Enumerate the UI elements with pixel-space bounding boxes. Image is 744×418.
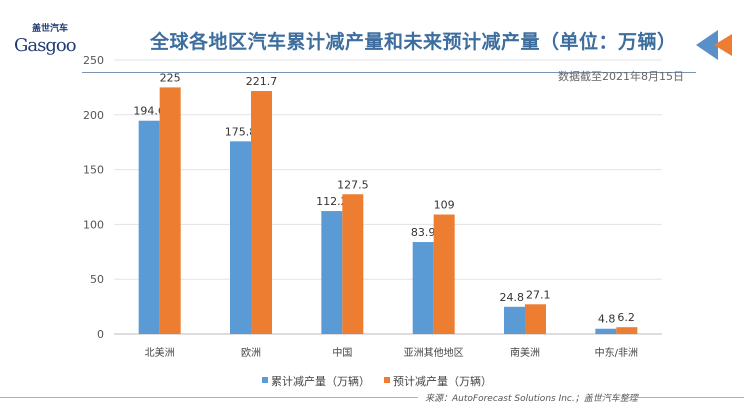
data-label: 24.8 bbox=[500, 291, 525, 304]
bar bbox=[504, 306, 525, 334]
bar bbox=[138, 120, 160, 334]
data-label: 175.8 bbox=[225, 125, 257, 138]
data-label: 225 bbox=[160, 71, 181, 84]
y-tick-label: 50 bbox=[90, 273, 104, 286]
data-label: 112.2 bbox=[316, 195, 348, 208]
bar bbox=[525, 304, 546, 334]
gasgoo-logo: 盖世汽车 Gasgoo bbox=[12, 24, 84, 68]
footer-line bbox=[623, 397, 744, 398]
arrow-icon bbox=[696, 30, 732, 60]
legend-item-cumulative: 累计减产量（万辆） bbox=[262, 373, 370, 389]
x-tick-label: 欧洲 bbox=[241, 347, 261, 359]
chart-title: 全球各地区汽车累计减产量和未来预计减产量（单位：万辆） bbox=[150, 31, 677, 53]
title-divider bbox=[82, 72, 696, 73]
y-tick-label: 200 bbox=[83, 109, 104, 122]
data-label: 221.7 bbox=[246, 75, 278, 88]
bar bbox=[251, 91, 272, 334]
source-note: 来源：AutoForecast Solutions Inc.；盖世汽车整理 bbox=[425, 394, 638, 404]
bar bbox=[342, 194, 364, 334]
logo-cn: 盖世汽车 bbox=[32, 24, 69, 34]
bar bbox=[433, 214, 455, 334]
y-tick-label: 100 bbox=[83, 218, 104, 231]
data-label: 109 bbox=[434, 199, 455, 212]
x-tick-label: 亚洲其他地区 bbox=[404, 346, 464, 359]
data-label: 127.5 bbox=[337, 178, 369, 191]
data-label: 194.6 bbox=[133, 105, 165, 118]
data-label: 4.8 bbox=[598, 313, 616, 326]
data-label: 6.2 bbox=[617, 311, 635, 324]
legend-item-forecast: 预计减产量（万辆） bbox=[384, 373, 492, 389]
footer-line bbox=[0, 397, 418, 398]
data-label: 83.9 bbox=[411, 226, 436, 239]
bar bbox=[159, 87, 181, 335]
bar bbox=[595, 328, 617, 334]
bar bbox=[321, 211, 343, 334]
bar bbox=[412, 242, 434, 334]
y-tick-label: 0 bbox=[97, 328, 104, 341]
x-tick-label: 南美洲 bbox=[510, 346, 540, 359]
x-tick-label: 中东/非洲 bbox=[595, 346, 638, 359]
y-tick-label: 150 bbox=[83, 164, 104, 177]
legend: 累计减产量（万辆） 预计减产量（万辆） bbox=[262, 373, 492, 389]
y-tick-label: 250 bbox=[83, 54, 104, 67]
bar bbox=[230, 141, 251, 334]
logo-en: Gasgoo bbox=[14, 35, 77, 56]
data-label: 27.1 bbox=[526, 288, 551, 301]
x-tick-label: 中国 bbox=[332, 346, 352, 359]
bar bbox=[616, 327, 638, 334]
x-tick-label: 北美洲 bbox=[145, 346, 175, 359]
date-note: 数据截至2021年8月15日 bbox=[558, 70, 684, 83]
